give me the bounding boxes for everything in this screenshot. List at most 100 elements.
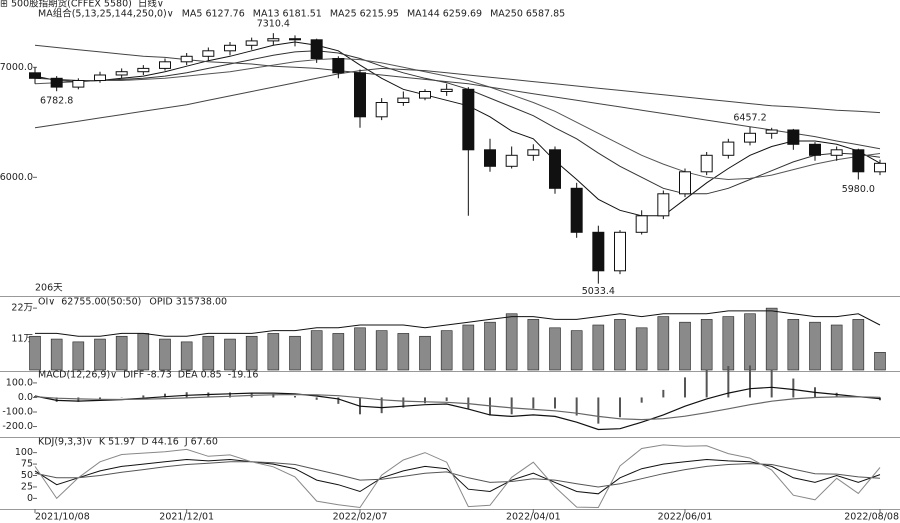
line-series (34, 386, 881, 431)
x-tick-label: 2022/02/07 (333, 512, 388, 523)
candle-body (570, 187, 583, 233)
oi-bar (419, 335, 431, 371)
oi-bar (332, 333, 345, 371)
oi-bar (159, 338, 171, 371)
oi-bar (657, 316, 670, 371)
oi-bar (635, 327, 648, 371)
candle-body (679, 171, 691, 195)
line-series (34, 41, 881, 217)
candle-body (224, 44, 236, 52)
oi-bar (679, 321, 691, 371)
candle-body (700, 154, 713, 173)
oi-bar (375, 330, 388, 371)
oi-bar (29, 335, 41, 371)
legend-value: 6215.95 (360, 9, 399, 20)
legend-name: MA25 (330, 9, 357, 20)
line-series (34, 458, 881, 495)
oi-bar (830, 324, 843, 371)
candle-body (635, 215, 648, 233)
candle-body (440, 88, 453, 93)
candle-body (289, 38, 301, 41)
y-tick-label: 11万 (11, 334, 33, 345)
legend-name: MA250 (490, 9, 523, 20)
candle-body (137, 67, 150, 73)
oi-bar (224, 338, 236, 371)
candle-body (505, 154, 518, 167)
candle-body (657, 193, 670, 217)
y-tick-label: 22万 (11, 303, 33, 314)
oi-bar (397, 333, 410, 371)
oi-bar (852, 319, 865, 371)
line-series (34, 44, 881, 150)
span-label: 206天 (35, 283, 63, 294)
legend-value: -8.73 (147, 370, 172, 381)
symbol[interactable]: 500股指期货(CFFEX 5580) (11, 0, 132, 10)
price-annotation: 6457.2 (733, 113, 766, 124)
oi-bar (440, 330, 453, 371)
oi-bar (245, 335, 258, 371)
candle-body (245, 40, 258, 46)
candle-body (852, 149, 865, 173)
candle-body (375, 102, 388, 118)
oi-bar (527, 319, 540, 371)
candle-body (874, 162, 886, 173)
oi-bar (700, 319, 713, 371)
candle-body (830, 149, 843, 156)
legend-name: MA5 (182, 9, 203, 20)
oi-bar (289, 335, 301, 371)
menu-icon[interactable]: ⊞ (0, 0, 8, 10)
oi-bar (614, 319, 626, 371)
y-tick-label: -100.0 (2, 407, 33, 418)
candle-body (484, 149, 496, 167)
oi-bar (50, 338, 63, 371)
readout: OPID 315738.00 (149, 297, 227, 308)
oi-bar (570, 330, 583, 371)
candle-body (397, 97, 410, 103)
candle-body (310, 39, 323, 59)
panel-title: KDJ(9,3,3)∨ (38, 437, 93, 448)
legend-name: J (184, 437, 188, 448)
x-tick-label: 2021/10/08 (35, 512, 90, 523)
candle-body (115, 71, 128, 76)
price-annotation: 5980.0 (842, 184, 875, 195)
candle-body (94, 74, 106, 81)
line-series (34, 393, 881, 421)
oi-bar (310, 330, 323, 371)
candle-body (722, 141, 735, 156)
y-tick-label: 50 (21, 470, 33, 481)
candle-body (354, 72, 366, 118)
oi-bar (809, 321, 821, 371)
period[interactable]: 日线∨ (138, 0, 164, 10)
candle-body (592, 231, 605, 272)
candle-body (527, 149, 540, 156)
candle-body (614, 231, 626, 272)
y-tick-label: 0.0 (18, 392, 33, 403)
legend-value: 0.85 (201, 370, 222, 381)
legend-value: 51.97 (108, 437, 135, 448)
candle-body (159, 61, 171, 69)
price-annotation: 7310.4 (257, 19, 290, 30)
y-tick-label: 6000.0 (0, 172, 33, 183)
oi-bar (180, 341, 193, 371)
x-tick-label: 2022/04/01 (506, 512, 561, 523)
price-annotation: 5033.4 (582, 286, 615, 297)
legend-value: 67.60 (191, 437, 218, 448)
oi-bar (354, 327, 366, 371)
candle-body (332, 58, 345, 74)
legend-name: K (99, 437, 106, 448)
line-series (34, 67, 881, 129)
panel-title: MA组合(5,13,25,144,250,0)∨ (38, 8, 174, 20)
oi-bar (484, 321, 496, 371)
legend-name: DEA (178, 370, 198, 381)
readout: 62755.00(50:50) (61, 297, 141, 308)
candle-body (787, 129, 800, 145)
price-annotation: 6782.8 (40, 96, 73, 107)
x-tick-label: 2022/08/08 (844, 512, 899, 523)
x-tick-label: 2022/06/01 (658, 512, 713, 523)
y-tick-label: 7000.0 (0, 62, 33, 73)
legend-name: DIFF (123, 370, 144, 381)
oi-bar (462, 324, 475, 371)
y-tick-label: 100 (15, 447, 33, 458)
candle-body (180, 55, 193, 63)
